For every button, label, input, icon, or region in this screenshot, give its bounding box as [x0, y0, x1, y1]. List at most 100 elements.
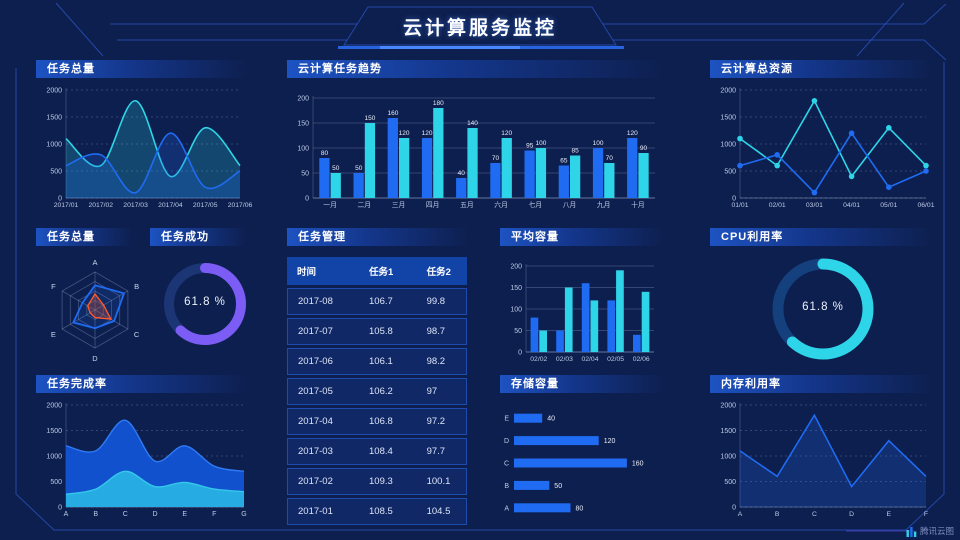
table-col-header: 时间: [287, 257, 359, 285]
svg-text:50: 50: [514, 328, 522, 335]
table-col-header: 任务1: [359, 257, 417, 285]
panel-title: 任务完成率: [47, 378, 107, 390]
svg-text:100: 100: [297, 146, 309, 153]
panel-cpu: CPU利用率 61.8 %: [710, 228, 936, 370]
svg-text:2017/01: 2017/01: [54, 202, 79, 209]
svg-text:1000: 1000: [720, 142, 736, 149]
svg-text:1500: 1500: [720, 115, 736, 122]
svg-text:1000: 1000: [46, 142, 62, 149]
svg-text:200: 200: [510, 264, 522, 271]
svg-text:120: 120: [627, 130, 638, 137]
svg-text:D: D: [849, 511, 854, 518]
svg-text:160: 160: [387, 110, 398, 117]
svg-text:95: 95: [526, 143, 534, 150]
memory-line-chart: 0 500 1000 1500 2000 A B C D E F: [720, 403, 928, 519]
svg-text:B: B: [775, 511, 780, 518]
table-row: 2017-02 109.3 100.1: [287, 468, 467, 495]
table-cell: 2017-06: [287, 348, 359, 375]
svg-text:70: 70: [606, 155, 614, 162]
svg-text:六月: 六月: [494, 200, 508, 209]
svg-text:C: C: [123, 511, 128, 518]
svg-text:0: 0: [58, 505, 62, 512]
title-underline: [338, 46, 624, 49]
svg-text:九月: 九月: [597, 200, 611, 209]
svg-text:B: B: [93, 511, 98, 518]
panel-title: 任务管理: [298, 231, 346, 243]
panel-title: 云计算总资源: [721, 63, 793, 75]
panel-storage: 存储容量 E 40 D 120 C 160 B 50 A 80: [500, 375, 662, 523]
panel-title: 内存利用率: [721, 378, 781, 390]
svg-text:03/01: 03/01: [806, 202, 823, 209]
svg-text:2017/02: 2017/02: [89, 202, 114, 209]
cpu-percentage: 61.8 %: [802, 301, 844, 313]
svg-text:100: 100: [593, 140, 604, 147]
panel-header-task-success: 任务成功: [150, 228, 245, 246]
svg-text:1500: 1500: [720, 428, 736, 435]
svg-text:八月: 八月: [563, 201, 577, 209]
svg-text:E: E: [182, 511, 187, 518]
svg-text:80: 80: [321, 150, 329, 157]
table-cell: 108.5: [359, 498, 417, 525]
svg-text:05/01: 05/01: [880, 202, 897, 209]
panel-header-storage: 存储容量: [500, 375, 662, 393]
panel-header-task-table: 任务管理: [287, 228, 467, 246]
table-row: 2017-05 106.2 97: [287, 378, 467, 405]
table-cell: 108.4: [359, 438, 417, 465]
svg-text:2000: 2000: [720, 403, 736, 410]
svg-text:2017/06: 2017/06: [228, 202, 253, 209]
svg-text:0: 0: [518, 350, 522, 357]
svg-text:150: 150: [510, 285, 522, 292]
svg-text:F: F: [212, 511, 216, 518]
watermark: 腾讯云图: [906, 525, 954, 537]
svg-text:C: C: [134, 330, 140, 339]
table-cell: 2017-08: [287, 288, 359, 315]
panel-header-avg-capacity: 平均容量: [500, 228, 662, 246]
task-success-percentage: 61.8 %: [184, 296, 226, 308]
svg-text:500: 500: [50, 169, 62, 176]
svg-text:E: E: [887, 511, 892, 518]
table-cell: 106.1: [359, 348, 417, 375]
svg-text:A: A: [504, 505, 509, 512]
svg-text:120: 120: [501, 130, 512, 137]
table-cell: 2017-01: [287, 498, 359, 525]
svg-text:2017/03: 2017/03: [123, 202, 148, 209]
task-trend-bar-chart: 0 50 100 150 200 一月 80 50 二月 50 150 三月 160 120 四月 120 18…: [297, 96, 655, 209]
table-cell: 2017-04: [287, 408, 359, 435]
table-row: 2017-04 106.8 97.2: [287, 408, 467, 435]
svg-text:五月: 五月: [460, 201, 474, 209]
svg-text:120: 120: [604, 438, 616, 445]
svg-text:A: A: [738, 511, 743, 518]
table-cell: 105.8: [359, 318, 417, 345]
panel-total-resources: 云计算总资源 0 500 1000 1500 2000 01/01 02/01 03/01 04…: [710, 60, 936, 214]
panel-header-task-trend: 云计算任务趋势: [287, 60, 660, 78]
completion-area-chart: 0 500 1000 1500 2000 A B C D E F G: [46, 403, 246, 519]
panel-task-table: 任务管理 时间 任务1 任务2 2017-08 106.7 99.8 2017-07 105…: [287, 228, 467, 525]
table-row: 2017-08 106.7 99.8: [287, 288, 467, 315]
panel-memory: 内存利用率 0 500 1000 1500 2000 A B C D E F: [710, 375, 936, 523]
table-col-header: 任务2: [416, 257, 467, 285]
svg-text:02/01: 02/01: [769, 202, 786, 209]
svg-text:D: D: [92, 354, 98, 363]
table-cell: 97.7: [416, 438, 467, 465]
svg-text:70: 70: [492, 155, 500, 162]
svg-text:01/01: 01/01: [731, 202, 748, 209]
panel-title: CPU利用率: [721, 231, 784, 243]
table-cell: 97: [416, 378, 467, 405]
task-table-body: 2017-08 106.7 99.8 2017-07 105.8 98.7 2017-06 1…: [287, 288, 467, 525]
panel-header-memory: 内存利用率: [710, 375, 930, 393]
svg-text:50: 50: [301, 171, 309, 178]
svg-text:G: G: [241, 511, 246, 518]
svg-text:50: 50: [355, 165, 363, 172]
svg-text:B: B: [504, 483, 509, 490]
table-cell: 2017-05: [287, 378, 359, 405]
svg-text:04/01: 04/01: [843, 202, 860, 209]
svg-text:120: 120: [422, 130, 433, 137]
svg-text:90: 90: [640, 145, 648, 152]
svg-text:40: 40: [458, 170, 466, 177]
svg-text:0: 0: [305, 196, 309, 203]
panel-header-completion: 任务完成率: [36, 375, 245, 393]
svg-text:40: 40: [547, 416, 555, 423]
task-radar-chart: A B C D E F: [51, 258, 140, 363]
